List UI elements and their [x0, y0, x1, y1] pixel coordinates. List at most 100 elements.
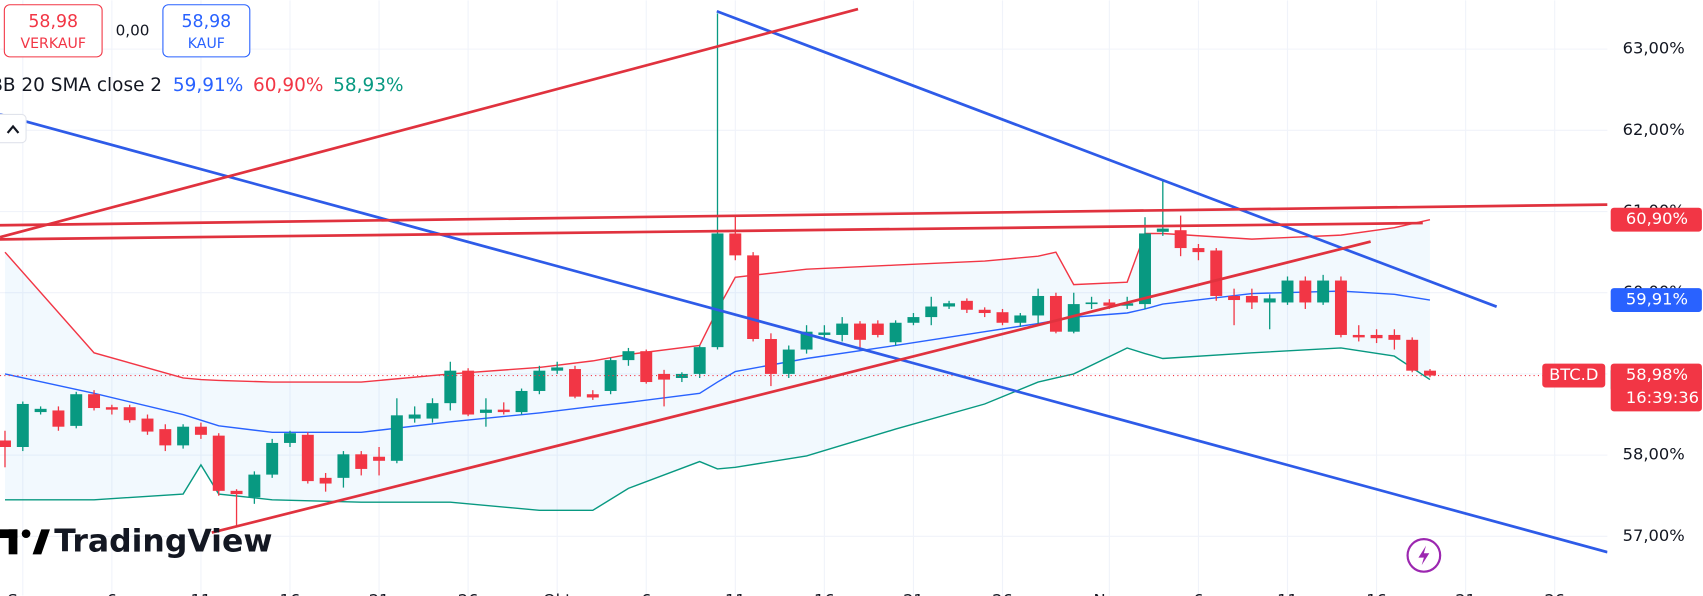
- candle-body: [1085, 302, 1098, 305]
- candle-body: [0, 440, 11, 447]
- candle-body: [1245, 295, 1258, 303]
- candle-body: [230, 490, 243, 495]
- last-price-badge: [1610, 363, 1702, 412]
- candle-body: [355, 454, 368, 469]
- alert-icon: [1418, 545, 1430, 566]
- candle-body: [1049, 295, 1062, 332]
- candle-body: [622, 351, 635, 361]
- candle-body: [943, 303, 956, 307]
- candle-body: [711, 233, 724, 348]
- candle-body: [248, 474, 261, 498]
- trend-line: [0, 221, 1423, 241]
- band-upper: [4, 219, 1431, 383]
- logo-part: [32, 529, 50, 555]
- candle-body: [675, 373, 688, 378]
- candle-body: [1192, 248, 1205, 253]
- candle-body: [1299, 280, 1312, 303]
- candle-body: [1156, 228, 1169, 232]
- countdown: 16:39:36: [1626, 388, 1699, 407]
- symbol-label: BTC.D: [1549, 365, 1598, 384]
- x-tick-label: 26: [458, 591, 479, 596]
- grid: [0, 0, 1608, 596]
- y-tick-label: 62,00%: [1623, 120, 1685, 139]
- candle-body: [693, 347, 706, 374]
- candle-body: [123, 407, 136, 421]
- candle-body: [1174, 230, 1187, 249]
- candle-body: [194, 426, 207, 435]
- candle-body: [1352, 334, 1365, 338]
- buy-price: 58,98: [182, 12, 232, 32]
- candle-body: [533, 370, 546, 391]
- candle-body: [105, 407, 118, 410]
- band-basis: [4, 290, 1431, 434]
- x-tick-label: 26: [1544, 591, 1565, 596]
- collapse-button[interactable]: [0, 113, 27, 144]
- candle-body: [141, 418, 154, 432]
- spread: 0,00: [116, 21, 150, 39]
- x-tick-label: 16: [814, 591, 835, 596]
- candle-body: [782, 349, 795, 374]
- x-tick-label: Nov: [1093, 591, 1125, 596]
- candle-body: [569, 369, 581, 397]
- y-tick-label: 57,00%: [1623, 526, 1685, 545]
- sell-button[interactable]: [3, 4, 103, 58]
- candle-body: [52, 410, 65, 427]
- indicator-name: BB 20 SMA close 2: [0, 75, 162, 96]
- candle-body: [390, 415, 403, 461]
- x-tick-label: 16: [280, 591, 301, 596]
- candle-body: [996, 312, 1009, 323]
- symbol-badge: [1542, 363, 1606, 388]
- candle-body: [1032, 295, 1045, 316]
- candle-body: [586, 394, 599, 398]
- last-price-label: 58,98%: [1626, 365, 1688, 384]
- toolbar: 58,98 VERKAUF 0,00 58,98 KAUF: [3, 4, 251, 58]
- candle-body: [1014, 315, 1027, 323]
- x-tick-label: 16: [1366, 591, 1387, 596]
- candle-body: [551, 367, 564, 371]
- watermark-text: TradingView: [54, 523, 272, 559]
- candle-body: [854, 323, 866, 340]
- legend-value: 60,90%: [253, 75, 323, 96]
- candle-body: [747, 255, 760, 340]
- candle-body: [1388, 334, 1401, 340]
- buy-label: KAUF: [188, 36, 225, 52]
- candle-body: [871, 323, 884, 335]
- x-tick-label: 21: [1455, 591, 1476, 596]
- sell-label: VERKAUF: [20, 36, 85, 52]
- collapse-icon: [6, 124, 20, 134]
- candle-body: [426, 403, 439, 419]
- axis: 57,00%58,00%59,00%60,00%61,00%62,00%63,0…: [7, 39, 1702, 596]
- drawings: [0, 7, 1608, 554]
- indicator-badge-label: 60,90%: [1626, 209, 1688, 228]
- x-tick-label: 21: [903, 591, 924, 596]
- candle-body: [604, 360, 617, 391]
- candle-body: [836, 323, 849, 335]
- band-fill: [4, 219, 1430, 511]
- candle-body: [907, 317, 920, 323]
- candle-body: [1263, 298, 1276, 303]
- legend-value: 58,93%: [333, 75, 403, 96]
- candle-body: [1139, 233, 1151, 305]
- candle-body: [1281, 280, 1294, 303]
- candle-body: [212, 435, 225, 491]
- x-tick-label: 11: [1277, 591, 1298, 596]
- legend: BB 20 SMA close 2 59,91% 60,90% 58,93%: [0, 75, 404, 96]
- candle-body: [729, 233, 742, 256]
- candle-body: [1210, 250, 1223, 296]
- y-tick-label: 63,00%: [1623, 39, 1685, 58]
- x-tick-label: 6: [1193, 591, 1203, 596]
- sell-price: 58,98: [28, 12, 78, 32]
- x-tick-label: 21: [369, 591, 390, 596]
- indicator-badge-label: 59,91%: [1626, 290, 1688, 309]
- candle-body: [462, 370, 475, 415]
- trend-line: [211, 240, 1371, 534]
- candle-body: [1228, 295, 1241, 301]
- candle-body: [177, 426, 190, 446]
- candle-body: [88, 394, 101, 409]
- candle-body: [515, 390, 528, 413]
- candle-body: [301, 434, 314, 482]
- x-tick-label: Okt: [543, 591, 572, 596]
- candle-body: [1103, 302, 1116, 306]
- buy-button[interactable]: [162, 4, 251, 58]
